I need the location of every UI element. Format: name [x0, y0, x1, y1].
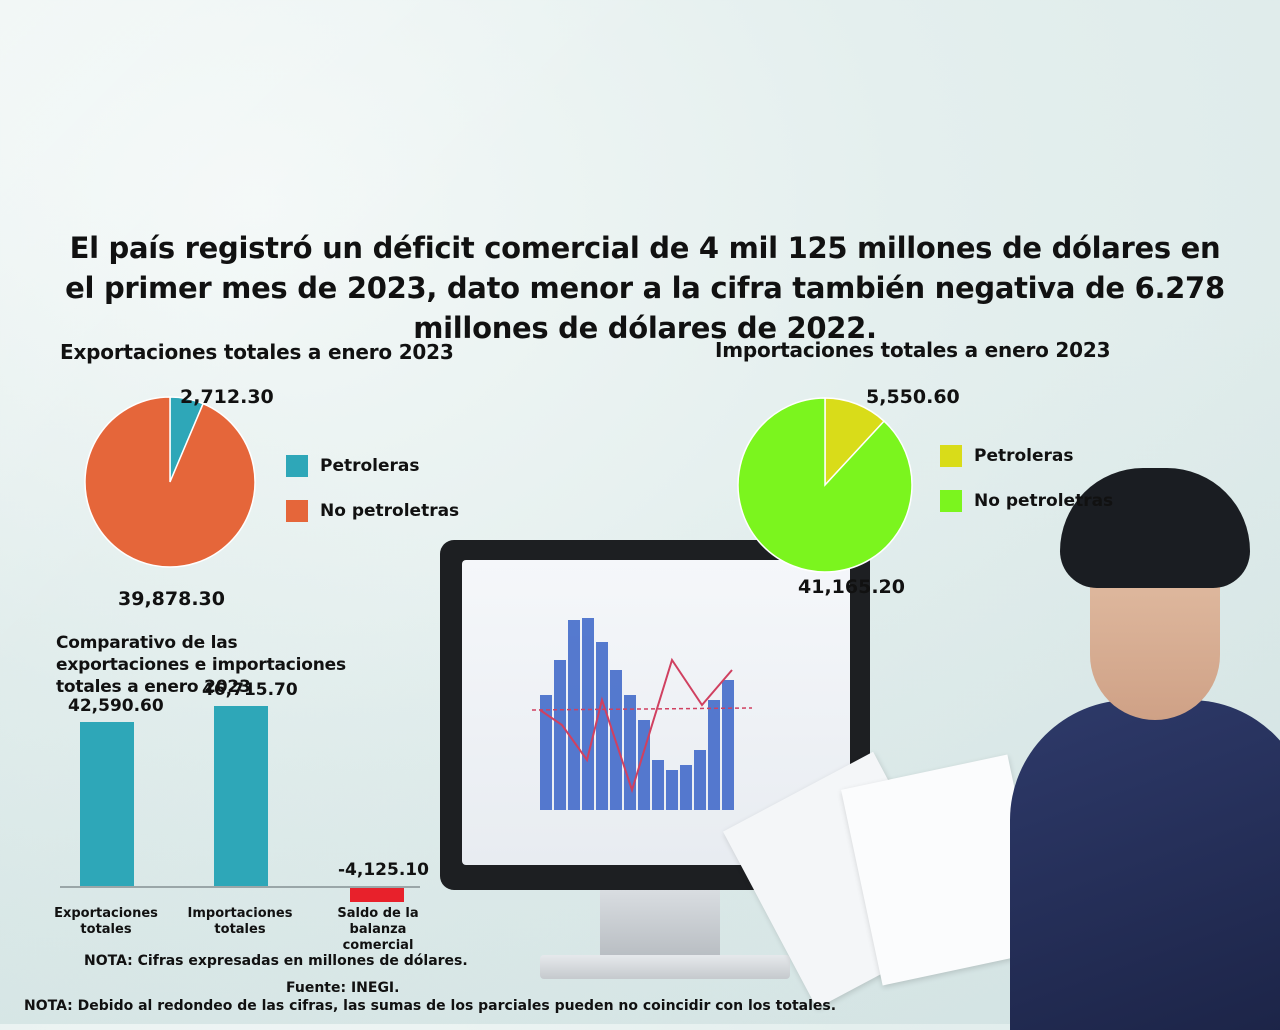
bar-value-label: 46,715.70	[202, 680, 298, 700]
legend-swatch	[286, 500, 308, 522]
imports-slice-no-petroleras	[737, 397, 913, 573]
bar-value-label: -4,125.10	[338, 860, 429, 880]
person-suit-illustration	[1010, 700, 1280, 1030]
person-hair-illustration	[1060, 468, 1250, 588]
exports-no-petroleras-value-label: 39,878.30	[118, 588, 225, 610]
legend-swatch	[940, 490, 962, 512]
screen-bars-illustration	[531, 618, 753, 810]
legend-label: No petroletras	[974, 491, 1114, 511]
legend-swatch	[286, 455, 308, 477]
imports-legend-petroleras: Petroleras	[940, 445, 1074, 467]
units-note: NOTA: Cifras expresadas en millones de d…	[84, 953, 468, 969]
imports-petroleras-value-label: 5,550.60	[866, 386, 960, 408]
legend-label: No petroletras	[320, 501, 460, 521]
exports-pie-title: Exportaciones totales a enero 2023	[60, 340, 454, 364]
bar-category-label: Importaciones totales	[187, 906, 293, 937]
bar-3	[350, 886, 404, 902]
bar-2	[214, 706, 268, 886]
imports-pie-chart	[737, 397, 913, 573]
bar-1	[80, 721, 134, 886]
bar-category-label: Exportaciones totales	[54, 906, 158, 937]
legend-swatch	[940, 445, 962, 467]
imports-pie-title: Importaciones totales a enero 2023	[715, 338, 1111, 362]
imports-legend-no-petroleras: No petroletras	[940, 490, 1113, 512]
bar-value-label: 42,590.60	[68, 695, 164, 716]
monitor-base-illustration	[540, 955, 790, 979]
exports-petroleras-value-label: 2,712.30	[180, 386, 274, 408]
rounding-note: NOTA: Debido al redondeo de las cifras, …	[24, 998, 837, 1014]
legend-label: Petroleras	[320, 456, 420, 476]
exports-slice-no-petroleras	[84, 396, 256, 568]
source-note: Fuente: INEGI.	[286, 980, 400, 996]
comparison-bar-title: Comparativo de las exportaciones e impor…	[56, 633, 346, 697]
headline: El país registró un déficit comercial de…	[65, 231, 1225, 345]
bar-category-label: Saldo de la balanza comercial	[337, 906, 419, 953]
legend-label: Petroleras	[974, 446, 1074, 466]
bar-baseline	[60, 886, 420, 888]
exports-legend-no-petroleras: No petroletras	[286, 500, 459, 522]
exports-legend-petroleras: Petroleras	[286, 455, 420, 477]
monitor-stand-illustration	[600, 890, 720, 960]
exports-pie-chart	[84, 396, 256, 568]
imports-slice-petroleras	[824, 397, 886, 487]
imports-no-petroleras-value-label: 41,165.20	[798, 576, 905, 598]
